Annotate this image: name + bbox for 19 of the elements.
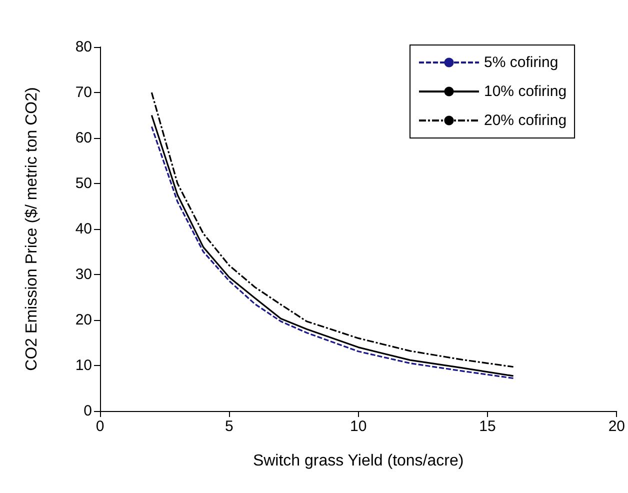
y-axis-title: CO2 Emission Price ($/ metric ton CO2) <box>24 87 40 371</box>
y-tick-label: 70 <box>75 84 92 101</box>
legend-label: 20% cofiring <box>484 112 567 129</box>
y-tick-label: 60 <box>75 130 92 146</box>
x-tick-label: 20 <box>608 418 625 435</box>
y-tick-label: 10 <box>75 357 92 374</box>
y-tick-label: 50 <box>75 175 92 192</box>
legend-label: 5% cofiring <box>484 54 558 71</box>
x-tick-label: 5 <box>224 418 234 435</box>
x-tick-label: 10 <box>350 418 367 435</box>
x-tick-label: 0 <box>96 418 104 435</box>
legend-label: 10% cofiring <box>484 83 567 100</box>
y-tick-label: 40 <box>75 220 92 238</box>
x-axis-title: Switch grass Yield (tons/acre) <box>252 452 464 470</box>
x-tick-label: 15 <box>479 418 496 435</box>
y-tick-label: 80 <box>75 38 92 56</box>
y-tick-label: 0 <box>84 402 92 420</box>
y-tick-label: 20 <box>75 312 92 328</box>
y-tick-label: 30 <box>75 266 92 283</box>
